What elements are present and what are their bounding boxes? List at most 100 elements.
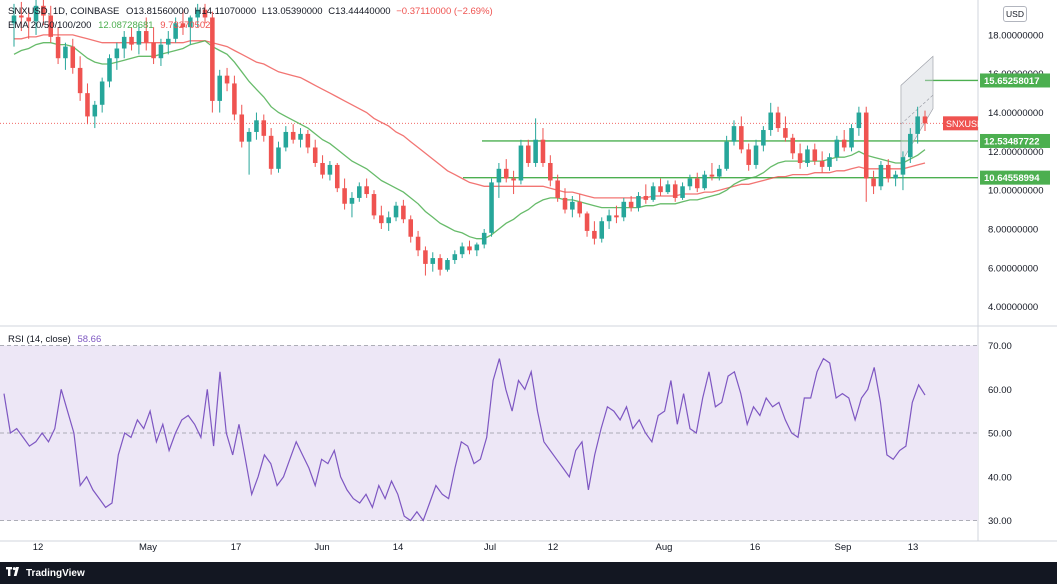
candle-body	[459, 246, 465, 255]
time-tick-label: Sep	[835, 542, 852, 553]
candle	[334, 163, 340, 193]
candle-body	[812, 149, 818, 162]
candle	[628, 195, 634, 212]
candle	[283, 126, 289, 152]
currency-button[interactable]: USD	[1003, 6, 1027, 22]
candle	[371, 190, 377, 220]
candle	[452, 250, 458, 264]
candle-body	[797, 153, 803, 163]
candle	[217, 69, 222, 113]
candle	[320, 155, 325, 179]
candle-body	[129, 36, 134, 45]
candle-body	[349, 197, 355, 204]
candle	[158, 38, 164, 66]
candle	[885, 159, 891, 183]
candle-body	[320, 163, 325, 175]
candle	[900, 151, 906, 191]
price-tick-label: 14.00000000	[988, 108, 1043, 119]
candle	[518, 139, 524, 185]
candle-body	[724, 141, 729, 169]
candle-body	[166, 38, 171, 45]
candle	[180, 9, 186, 35]
candle	[849, 124, 854, 152]
candle-body	[599, 221, 605, 239]
candle	[592, 221, 597, 245]
candle	[555, 174, 560, 202]
candle-body	[276, 147, 281, 169]
candle	[702, 170, 707, 191]
ticker-tag-bg	[943, 116, 978, 131]
time-tick-label: Aug	[656, 542, 673, 553]
candle-body	[694, 178, 700, 189]
ema-value-50: 9.73270502	[160, 20, 211, 31]
candle-body	[268, 135, 274, 169]
ohlc-low: L13.05390000	[261, 6, 323, 17]
candle	[261, 114, 267, 142]
candle	[474, 242, 480, 257]
candle	[489, 178, 494, 237]
candle	[665, 180, 671, 195]
candle-body	[334, 164, 340, 189]
rsi-label: RSI (14, close)	[8, 334, 71, 345]
price-tick-label: 6.00000000	[988, 263, 1038, 274]
candle-body	[33, 5, 39, 22]
candle	[430, 252, 436, 272]
symbol-name: SNXUSD, 1D, COINBASE	[8, 6, 120, 17]
candle	[107, 54, 112, 88]
candle	[540, 128, 546, 167]
candle	[672, 180, 678, 202]
symbol-header: SNXUSD, 1D, COINBASE O13.81560000 H14.11…	[8, 6, 493, 17]
ema20-line	[13, 40, 926, 240]
candle-body	[180, 23, 186, 28]
rsi-tick-label: 30.00	[988, 516, 1012, 527]
candle	[77, 56, 83, 101]
ohlc-open: O13.81560000	[126, 6, 189, 17]
candle-body	[525, 145, 531, 163]
candle-body	[246, 131, 252, 142]
candle-body	[48, 15, 54, 37]
candle-body	[922, 116, 928, 124]
tradingview-logo[interactable]: TradingView	[6, 567, 85, 579]
candle	[41, 0, 46, 26]
candle-body	[819, 161, 825, 167]
candle-body	[474, 244, 480, 251]
candle-body	[915, 116, 920, 134]
candle	[437, 254, 443, 276]
candle-body	[863, 112, 869, 179]
candle	[70, 38, 76, 74]
candle-body	[415, 236, 421, 251]
candle-body	[70, 46, 76, 68]
candle-body	[298, 133, 303, 140]
candle-body	[41, 5, 46, 16]
candle	[136, 25, 142, 55]
ema-label: EMA 20/50/100/200	[8, 20, 92, 31]
candle	[709, 163, 715, 181]
time-tick-label: 14	[393, 542, 404, 553]
candle	[548, 155, 553, 187]
candle-body	[136, 31, 142, 45]
candle-body	[437, 258, 443, 270]
chart-canvas[interactable]: 18.0000000016.0000000014.0000000012.0000…	[0, 0, 1057, 562]
level-label-bg	[980, 133, 1050, 148]
candle-body	[584, 213, 590, 231]
candle-body	[533, 139, 538, 163]
candle-body	[753, 145, 759, 165]
candle-body	[283, 131, 289, 148]
candle	[151, 27, 156, 65]
candles	[11, 0, 928, 276]
price-tick-label: 8.00000000	[988, 224, 1038, 235]
candle-body	[371, 194, 377, 216]
candle-body	[195, 9, 200, 18]
candle	[584, 211, 590, 237]
candle	[724, 135, 729, 171]
price-tick-label: 18.00000000	[988, 30, 1043, 41]
candle	[143, 17, 149, 51]
candle	[364, 178, 369, 198]
candle	[268, 128, 274, 175]
candle-body	[709, 174, 715, 177]
axes: 18.0000000016.0000000014.0000000012.0000…	[33, 30, 1044, 553]
candle	[254, 112, 259, 140]
price-channel	[900, 55, 934, 165]
candle-body	[496, 168, 502, 183]
candle-body	[386, 217, 391, 224]
